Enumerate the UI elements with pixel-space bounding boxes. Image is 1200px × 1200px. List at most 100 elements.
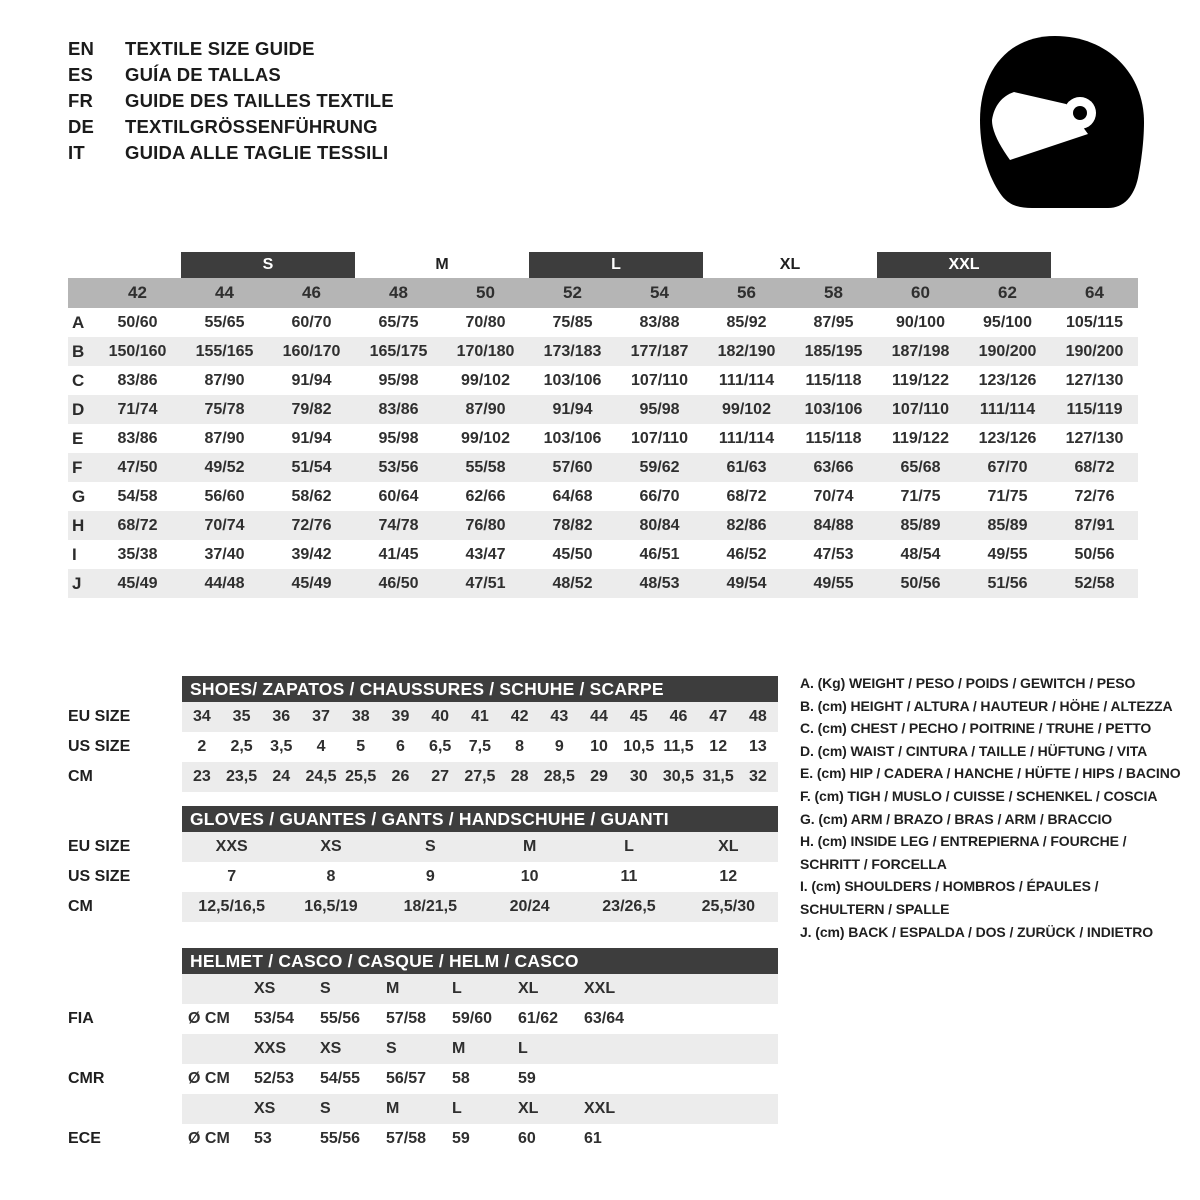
table-cell: 30,5 [662, 768, 695, 785]
table-cell: 37/40 [204, 545, 245, 563]
table-cell: 68/72 [117, 516, 158, 534]
row-label: EU SIZE [68, 838, 131, 855]
title-text: GUÍA DE TALLAS [125, 64, 281, 85]
table-cell: 10 [590, 738, 608, 755]
table-cell: 12 [709, 738, 728, 755]
title-row: IT GUIDA ALLE TAGLIE TESSILI [68, 142, 688, 168]
legend-line: I. (cm) SHOULDERS / HOMBROS / ÉPAULES / [800, 878, 1099, 895]
helmet-unit-label: Ø CM [188, 1010, 230, 1027]
table-cell: 72/76 [291, 516, 332, 534]
table-cell: 190/200 [978, 342, 1037, 360]
table-cell: 49/55 [987, 545, 1028, 563]
table-cell: S [424, 838, 436, 855]
title-row: FR GUIDE DES TAILLES TEXTILE [68, 90, 688, 116]
table-cell: 8 [326, 868, 336, 885]
helmet-header-spacer [68, 974, 182, 1004]
helmet-size-label: XS [254, 1100, 276, 1117]
table-cell: 66/70 [639, 487, 680, 505]
table-cell: 47/50 [117, 458, 158, 476]
title-text: TEXTILGRÖSSENFÜHRUNG [125, 116, 378, 137]
table-cell: 55/65 [204, 313, 245, 331]
table-cell: 55/56 [320, 1130, 361, 1147]
helmet-banner: HELMET / CASCO / CASQUE / HELM / CASCO [182, 948, 778, 974]
table-cell: 56/57 [386, 1070, 427, 1087]
table-cell: 87/91 [1074, 516, 1115, 534]
table-cell: 57/60 [552, 458, 593, 476]
table-cell: 57/58 [386, 1010, 427, 1027]
helmet-size-label: S [320, 1100, 331, 1117]
table-cell: 40 [431, 708, 450, 725]
helmet-size-header-row: XXS XS S M L [68, 1034, 778, 1064]
table-cell: 53/56 [378, 458, 419, 476]
table-row: CM 12,5/16,5 16,5/19 18/21,5 20/24 23/26,5 25,… [68, 892, 778, 922]
row-label: CM [68, 898, 93, 915]
size-column-header: 62 [998, 283, 1017, 302]
table-cell: 75/78 [204, 400, 245, 418]
table-cell: 78/82 [552, 516, 593, 534]
num-row-spacer [68, 278, 94, 308]
measurement-legend: A. (Kg) WEIGHT / PESO / POIDS / GEWITCH … [800, 672, 1190, 943]
table-cell: 68/72 [726, 487, 767, 505]
title-row: ES GUÍA DE TALLAS [68, 64, 688, 90]
table-cell: 2,5 [230, 738, 253, 755]
table-cell: XL [718, 838, 739, 855]
legend-line: B. (cm) HEIGHT / ALTURA / HAUTEUR / HÖHE… [800, 697, 1173, 714]
table-cell: 91/94 [291, 429, 332, 447]
table-cell: 177/187 [630, 342, 689, 360]
size-column-header: 52 [563, 283, 582, 302]
table-cell: 23/26,5 [602, 898, 656, 915]
table-cell: 83/86 [117, 371, 158, 389]
table-cell: 55/58 [465, 458, 506, 476]
legend-line: SCHULTERN / SPALLE [800, 900, 950, 917]
helmet-size-label: S [320, 980, 331, 997]
table-cell: 48/54 [900, 545, 941, 563]
helmet-size-label: M [386, 980, 400, 997]
table-cell: 41/45 [378, 545, 419, 563]
table-cell: 47 [709, 708, 728, 725]
table-cell: 47/53 [813, 545, 854, 563]
table-cell: 11,5 [663, 738, 694, 755]
table-cell: 123/126 [978, 371, 1037, 389]
table-cell: 74/78 [378, 516, 419, 534]
table-cell: 48/52 [552, 574, 593, 592]
table-cell: 99/102 [461, 371, 510, 389]
table-cell: 32 [749, 768, 767, 785]
table-cell: 46/51 [639, 545, 680, 563]
size-band-l: L [529, 252, 703, 278]
title-language-code: ES [68, 64, 94, 85]
table-cell: 111/114 [979, 400, 1036, 418]
table-cell: 44/48 [204, 574, 245, 592]
table-cell: 24,5 [305, 768, 337, 785]
title-row: EN TEXTILE SIZE GUIDE [68, 38, 688, 64]
size-number-header-row: 42 44 46 48 50 52 54 56 58 60 62 64 [68, 278, 1138, 308]
measurement-row-label: G [72, 486, 86, 506]
legend-line: A. (Kg) WEIGHT / PESO / POIDS / GEWITCH … [800, 675, 1136, 691]
helmet-size-header-row: XS S M L XL XXL [68, 1094, 778, 1124]
helmet-size-label: M [452, 1040, 466, 1057]
table-cell: 85/89 [987, 516, 1028, 534]
helmet-header-spacer [68, 1094, 182, 1124]
table-row: FIA Ø CM 53/54 55/56 57/58 59/60 61/62 63/64 [68, 1004, 778, 1034]
table-cell: 49/54 [726, 574, 767, 592]
table-cell: 3,5 [270, 738, 293, 755]
table-cell: 72/76 [1074, 487, 1115, 505]
title-text: GUIDE DES TAILLES TEXTILE [125, 90, 394, 111]
table-cell: 119/122 [892, 429, 949, 447]
measurement-row-label: F [72, 457, 83, 477]
table-cell: 18/21,5 [403, 898, 458, 915]
measurement-row-label: D [72, 399, 85, 419]
table-row: EU SIZE 34 35 36 37 38 39 40 41 42 43 44 45 46 47 48 [68, 702, 778, 732]
row-label: CM [68, 768, 93, 785]
table-cell: 7 [227, 868, 237, 885]
table-cell: 24 [272, 768, 291, 785]
size-column-header: 56 [737, 283, 756, 302]
table-cell: 103/106 [543, 371, 602, 389]
table-cell: 29 [590, 768, 608, 785]
measurement-row-label: A [72, 312, 85, 332]
table-cell: 115/118 [805, 429, 862, 447]
table-cell: 83/86 [117, 429, 158, 447]
table-cell: 91/94 [291, 371, 332, 389]
helmet-standard-label: ECE [68, 1130, 101, 1147]
table-cell: 155/165 [195, 342, 254, 360]
table-cell: 95/98 [639, 400, 680, 418]
